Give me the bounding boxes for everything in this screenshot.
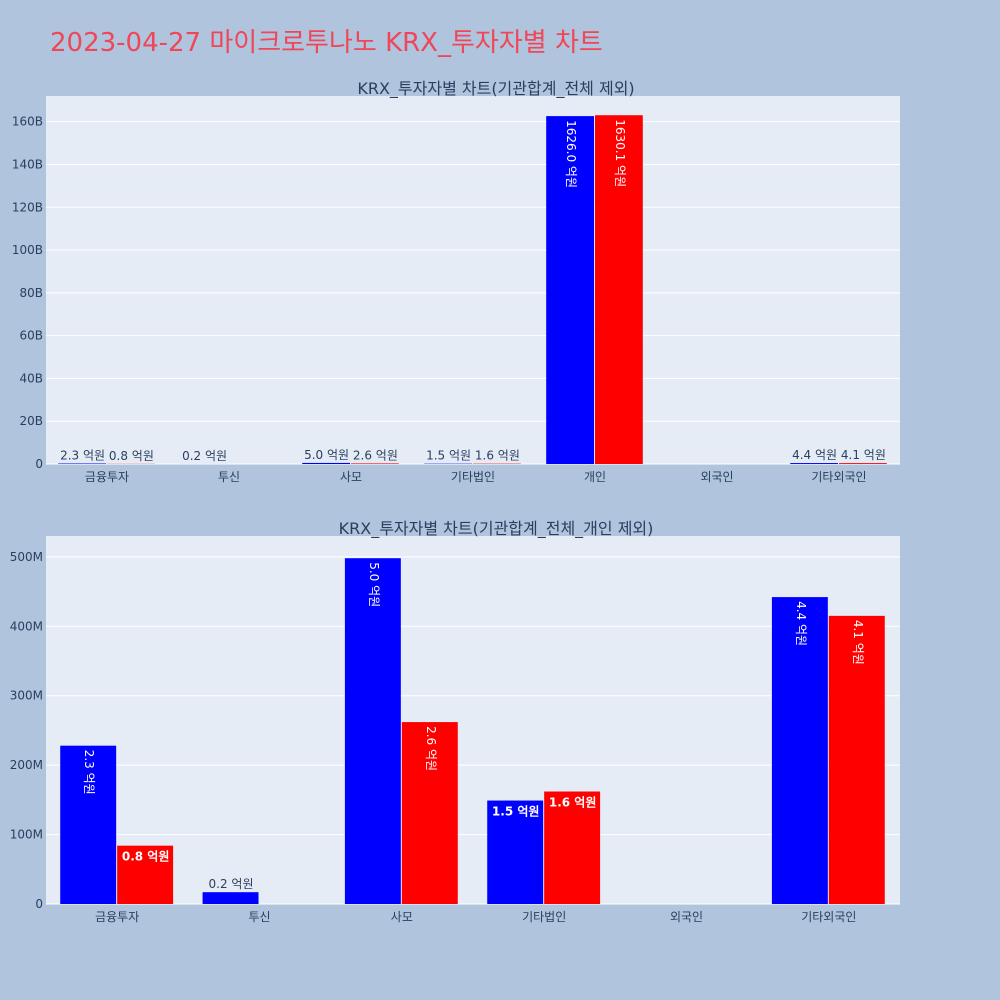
- data-label: 5.0 억원: [367, 562, 381, 607]
- y-tick-label: 200M: [10, 758, 43, 772]
- bar: [401, 722, 458, 904]
- data-label: 1.6 억원: [475, 449, 520, 463]
- y-tick-label: 100M: [10, 828, 43, 842]
- y-tick-label: 80B: [19, 286, 43, 300]
- data-label: 4.4 억원: [792, 448, 837, 462]
- x-tick-label: 투신: [248, 910, 270, 924]
- bar: [828, 615, 885, 904]
- x-tick-label: 외국인: [670, 910, 703, 924]
- x-tick-label: 기타외국인: [811, 470, 866, 484]
- x-tick-label: 사모: [391, 910, 413, 924]
- y-tick-label: 160B: [12, 115, 43, 129]
- data-label: 4.1 억원: [841, 448, 886, 462]
- data-label: 1626.0 억원: [564, 120, 578, 188]
- y-tick-label: 100B: [12, 243, 43, 257]
- data-label: 2.6 억원: [424, 726, 438, 771]
- data-label: 2.3 억원: [82, 750, 96, 795]
- bar: [60, 745, 117, 904]
- data-label: 4.1 억원: [851, 620, 865, 665]
- x-tick-label: 금융투자: [95, 910, 139, 924]
- y-tick-label: 300M: [10, 689, 43, 703]
- bar: [351, 463, 399, 464]
- x-tick-label: 금융투자: [85, 470, 129, 484]
- bar: [595, 115, 643, 464]
- x-tick-label: 개인: [584, 470, 606, 484]
- bar: [117, 845, 174, 904]
- bar: [790, 463, 838, 464]
- bar: [344, 558, 401, 904]
- bar: [771, 597, 828, 904]
- data-label: 1.5 억원: [426, 449, 471, 463]
- x-tick-label: 사모: [340, 470, 362, 484]
- data-label: 0.8 억원: [109, 449, 154, 463]
- bar: [302, 462, 350, 464]
- y-tick-label: 120B: [12, 200, 43, 214]
- x-tick-label: 기타법인: [522, 910, 566, 924]
- bar: [546, 116, 594, 464]
- data-label: 1.5 억원: [492, 805, 540, 819]
- chart-top: 0 20B 40B 60B 80B 100B 120B 140B 160B KRX_투자자별 차트…: [12, 79, 900, 484]
- data-label: 0.8 억원: [122, 850, 170, 864]
- data-label: 4.4 억원: [794, 601, 808, 646]
- data-label: 2.3 억원: [60, 449, 105, 463]
- data-label: 1630.1 억원: [613, 119, 627, 187]
- bar: [544, 791, 601, 904]
- y-tick-label: 20B: [19, 414, 43, 428]
- x-tick-label: 기타외국인: [801, 910, 856, 924]
- y-tick-label: 0: [35, 897, 43, 911]
- y-tick-label: 0: [35, 457, 43, 471]
- y-tick-label: 400M: [10, 619, 43, 633]
- y-tick-label: 500M: [10, 550, 43, 564]
- y-tick-label: 140B: [12, 157, 43, 171]
- plot-area: [46, 536, 900, 904]
- data-label: 5.0 억원: [304, 448, 349, 462]
- bar: [487, 800, 544, 904]
- data-label: 0.2 억원: [182, 449, 227, 463]
- chart-title: KRX_투자자별 차트(기관합계_전체_개인 제외): [339, 519, 654, 539]
- chart-title: KRX_투자자별 차트(기관합계_전체 제외): [357, 79, 634, 99]
- x-tick-label: 투신: [218, 470, 240, 484]
- page-title: 2023-04-27 마이크로투나노 KRX_투자자별 차트: [50, 28, 603, 58]
- y-tick-label: 40B: [19, 371, 43, 385]
- x-tick-label: 외국인: [700, 470, 733, 484]
- bar: [202, 892, 259, 904]
- bar: [839, 463, 887, 464]
- x-tick-label: 기타법인: [451, 470, 495, 484]
- data-label: 0.2 억원: [209, 877, 254, 891]
- data-label: 2.6 억원: [353, 448, 398, 462]
- y-tick-label: 60B: [19, 329, 43, 343]
- data-label: 1.6 억원: [549, 796, 597, 810]
- plot-area: [46, 96, 900, 464]
